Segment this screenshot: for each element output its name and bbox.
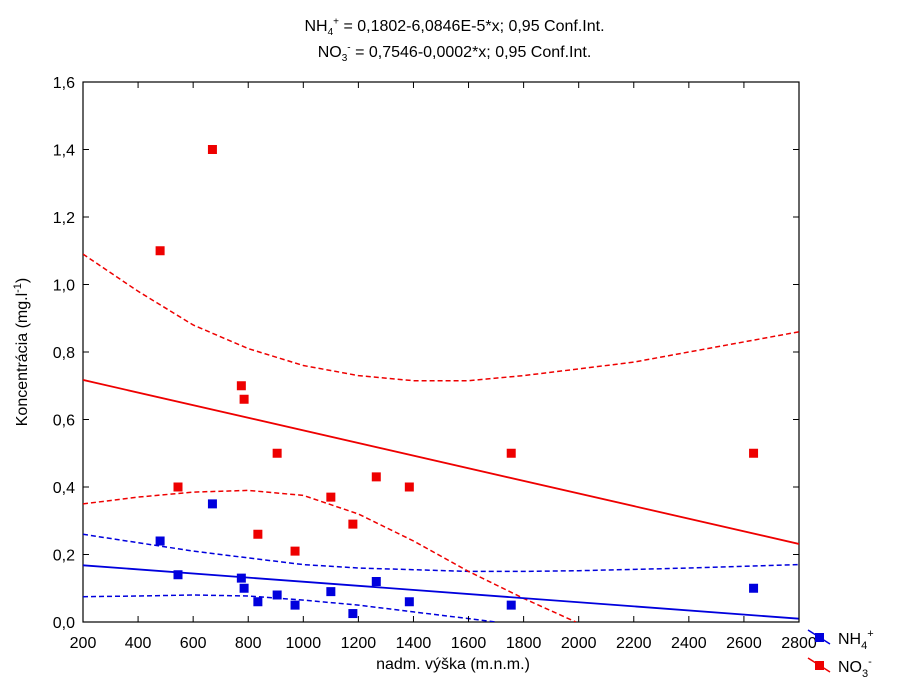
nh4-legend-marker bbox=[815, 633, 824, 642]
x-tick-label: 2000 bbox=[561, 635, 597, 652]
no3-point bbox=[239, 394, 249, 404]
nh4-point bbox=[253, 597, 263, 607]
x-tick-label: 2200 bbox=[616, 635, 652, 652]
y-tick-label: 0,8 bbox=[53, 345, 75, 362]
nh4-ci-lower bbox=[83, 594, 497, 622]
regression-lines bbox=[83, 379, 799, 620]
no3-ci-upper bbox=[83, 253, 799, 382]
x-tick-label: 400 bbox=[125, 635, 152, 652]
no3-point bbox=[207, 145, 217, 154]
no3-legend-label: NO3- bbox=[838, 656, 872, 680]
no3-ci-lower bbox=[83, 489, 577, 622]
nh4-point bbox=[404, 597, 414, 607]
no3-point bbox=[155, 246, 165, 256]
y-tick-label: 1,0 bbox=[53, 278, 75, 295]
plot-area bbox=[82, 81, 800, 623]
nh4-fit-line bbox=[83, 564, 799, 620]
nh4-point bbox=[348, 609, 358, 619]
nh4-legend-label: NH4+ bbox=[838, 628, 874, 652]
nh4-point bbox=[207, 499, 217, 509]
x-tick-label: 1000 bbox=[286, 635, 322, 652]
x-tick-label: 600 bbox=[180, 635, 207, 652]
no3-point bbox=[173, 482, 183, 492]
no3-point bbox=[404, 482, 414, 492]
nh4-point bbox=[506, 600, 516, 610]
legend: NH4+ NO3- bbox=[807, 628, 874, 680]
confidence-intervals bbox=[83, 253, 799, 622]
x-tick-label: 1400 bbox=[396, 635, 432, 652]
nh4-point bbox=[749, 583, 759, 593]
axes: 200 400 600 800 1000 1200 1400 1600 1800 2000 2200… bbox=[12, 75, 817, 673]
no3-point bbox=[749, 448, 759, 458]
y-tick-label: 1,2 bbox=[53, 210, 75, 227]
no3-point bbox=[272, 448, 282, 458]
nh4-point bbox=[272, 590, 282, 600]
chart-title-line-1: NH4+ = 0,1802-6,0846E-5*x; 0,95 Conf.Int… bbox=[304, 16, 605, 39]
no3-point bbox=[506, 448, 516, 458]
data-points bbox=[155, 145, 759, 619]
x-tick-label: 2600 bbox=[726, 635, 762, 652]
nh4-ci-upper bbox=[83, 533, 799, 573]
x-tick-label: 200 bbox=[70, 635, 97, 652]
no3-point bbox=[371, 472, 381, 482]
x-tick-label: 1800 bbox=[506, 635, 542, 652]
x-tick-label: 1200 bbox=[341, 635, 377, 652]
nh4-point bbox=[371, 577, 381, 586]
no3-point bbox=[290, 546, 300, 556]
nh4-point bbox=[173, 570, 183, 580]
no3-point bbox=[326, 492, 336, 502]
no3-point bbox=[236, 381, 246, 391]
nh4-point bbox=[290, 600, 300, 610]
y-tick-label: 0,4 bbox=[53, 480, 75, 497]
y-tick-label: 0,2 bbox=[53, 548, 75, 565]
x-axis-label: nadm. výška (m.n.m.) bbox=[376, 656, 530, 673]
y-axis-label: Koncentrácia (mg.l-1) bbox=[12, 278, 31, 427]
no3-point bbox=[348, 519, 358, 529]
nh4-point bbox=[326, 587, 336, 597]
no3-point bbox=[253, 529, 263, 539]
x-tick-label: 2800 bbox=[781, 635, 817, 652]
nh4-point bbox=[155, 536, 165, 546]
x-tick-label: 800 bbox=[235, 635, 262, 652]
x-tick-label: 1600 bbox=[451, 635, 487, 652]
no3-legend-marker bbox=[815, 661, 824, 670]
nh4-point bbox=[239, 583, 249, 593]
chart-title-line-2: NO3- = 0,7546-0,0002*x; 0,95 Conf.Int. bbox=[317, 42, 592, 65]
x-tick-label: 2400 bbox=[671, 635, 707, 652]
no3-fit-line bbox=[83, 379, 799, 545]
y-tick-label: 1,4 bbox=[53, 143, 75, 160]
y-tick-label: 1,6 bbox=[53, 75, 75, 92]
y-tick-label: 0,0 bbox=[53, 615, 75, 632]
y-tick-label: 0,6 bbox=[53, 413, 75, 430]
nh4-point bbox=[236, 573, 246, 583]
